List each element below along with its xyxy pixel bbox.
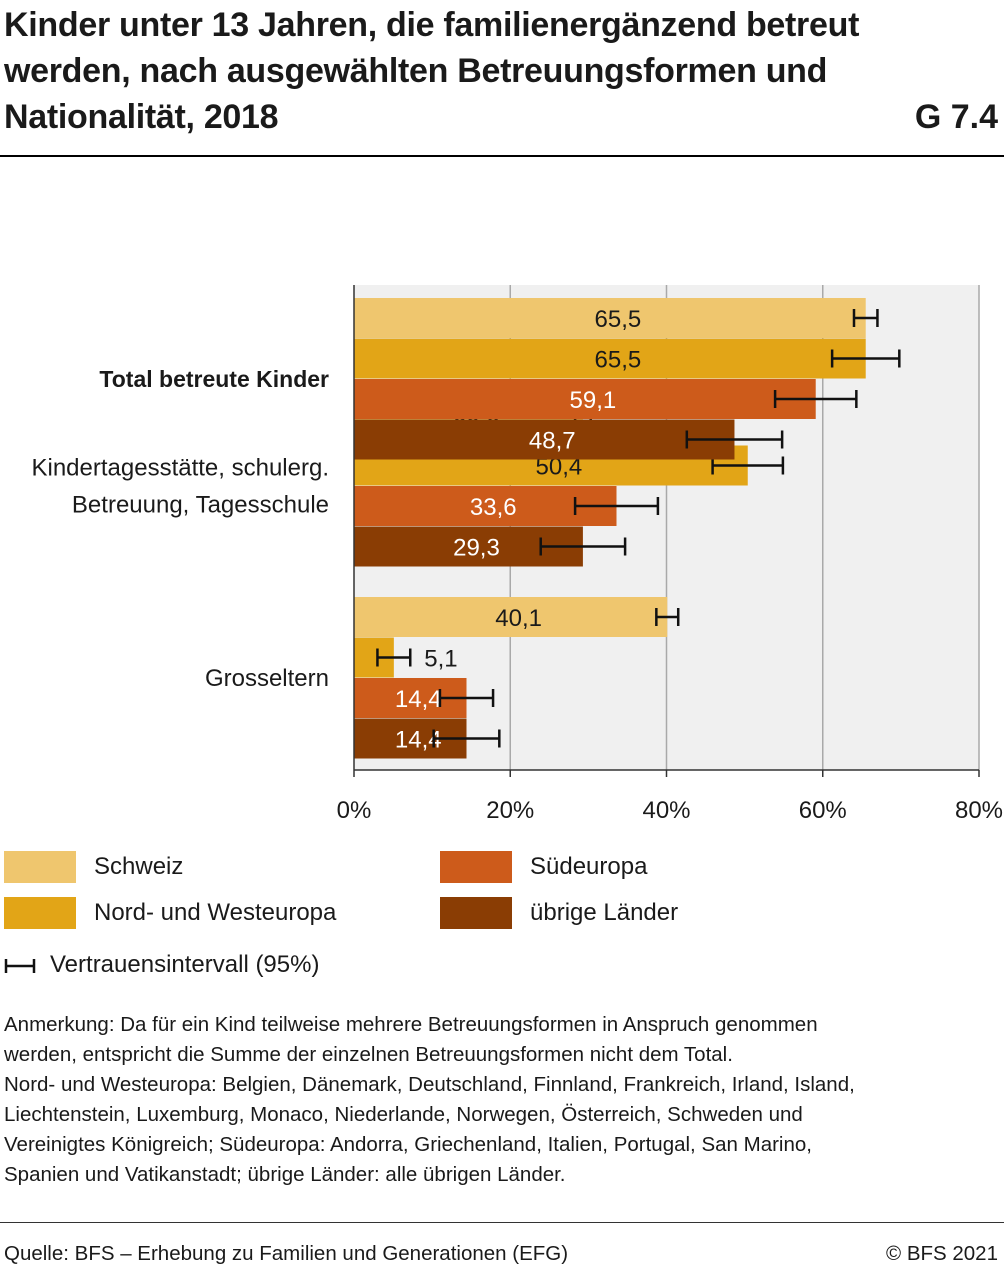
footnote: Anmerkung: Da für ein Kind teilweise meh… <box>4 1010 994 1190</box>
error-bar <box>539 537 627 556</box>
category-label: Grosseltern <box>205 665 329 692</box>
error-bar <box>432 729 501 748</box>
bar <box>354 419 735 460</box>
x-tick-label: 20% <box>486 797 534 824</box>
error-bar <box>438 689 495 707</box>
legend-label-confidence-interval: Vertrauensintervall (95%) <box>50 951 320 978</box>
legend-label-uebrige-laender: übrige Länder <box>530 899 679 926</box>
legend-swatch-schweiz <box>4 851 76 883</box>
x-tick-label: 60% <box>799 797 847 824</box>
bar-value-label: 29,3 <box>453 535 500 562</box>
error-bar <box>852 309 879 327</box>
bar <box>354 298 866 338</box>
legend-label-schweiz: Schweiz <box>94 853 184 880</box>
bar-value-label: 59,1 <box>570 387 617 414</box>
legend-swatch-suedeuropa <box>440 851 512 883</box>
bar <box>354 486 617 526</box>
legend-label-suedeuropa: Südeuropa <box>530 853 648 880</box>
category-label: Betreuung, Tagesschule <box>72 491 329 518</box>
footnote-line: Nord- und Westeuropa: Belgien, Dänemark,… <box>4 1073 855 1096</box>
legend-swatch-uebrige-laender <box>440 897 512 929</box>
footer-rule <box>0 1222 1004 1223</box>
error-bar <box>685 430 784 449</box>
error-bar <box>655 608 680 626</box>
footnote-line: Anmerkung: Da für ein Kind teilweise meh… <box>4 1013 818 1036</box>
bar <box>354 597 668 637</box>
x-tick-label: 40% <box>642 797 690 824</box>
copyright: © BFS 2021 <box>886 1242 998 1265</box>
bar-value-label: 65,5 <box>595 347 642 374</box>
error-bar <box>830 349 901 368</box>
bar-value-label: 14,4 <box>395 686 442 713</box>
header-rule <box>0 155 1004 157</box>
bar <box>354 379 816 419</box>
x-tick-label: 80% <box>955 797 1003 824</box>
category-label: Total betreute Kinder <box>99 366 329 392</box>
footnote-line: Liechtenstein, Luxemburg, Monaco, Nieder… <box>4 1103 803 1126</box>
error-bar <box>376 648 412 667</box>
x-tick-label: 0% <box>337 797 372 824</box>
bar-value-label: 40,1 <box>495 605 542 632</box>
bar-value-label: 48,7 <box>529 428 576 455</box>
bar <box>354 338 866 379</box>
error-bar <box>573 497 660 515</box>
error-bar <box>773 390 858 408</box>
bar-value-label: 33,6 <box>470 494 517 521</box>
chart-code: G 7.4 <box>914 98 998 136</box>
legend-swatch-nord-westeuropa <box>4 897 76 929</box>
legend-label-nord-westeuropa: Nord- und Westeuropa <box>94 899 337 926</box>
footnote-line: Vereinigtes Königreich; Südeuropa: Andor… <box>4 1133 812 1156</box>
bar-value-label: 65,5 <box>595 306 642 333</box>
bar-chart: 0% 20% 40% 60% 80% Total betreute Kinder Kinde… <box>31 285 1003 824</box>
chart-title: Kinder unter 13 Jahren, die familienergä… <box>4 6 860 136</box>
confidence-interval-icon <box>4 959 36 973</box>
footnote-line: werden, entspricht die Summe der einzeln… <box>4 1043 733 1066</box>
bar-value-label: 5,1 <box>424 646 457 673</box>
category-label: Kindertagesstätte, schulerg. <box>31 454 329 481</box>
footnote-line: Spanien und Vatikanstadt; übrige Länder:… <box>4 1163 566 1186</box>
legend-item-confidence-interval: Vertrauensintervall (95%) <box>4 950 319 980</box>
source-note: Quelle: BFS – Erhebung zu Familien und G… <box>4 1242 569 1265</box>
